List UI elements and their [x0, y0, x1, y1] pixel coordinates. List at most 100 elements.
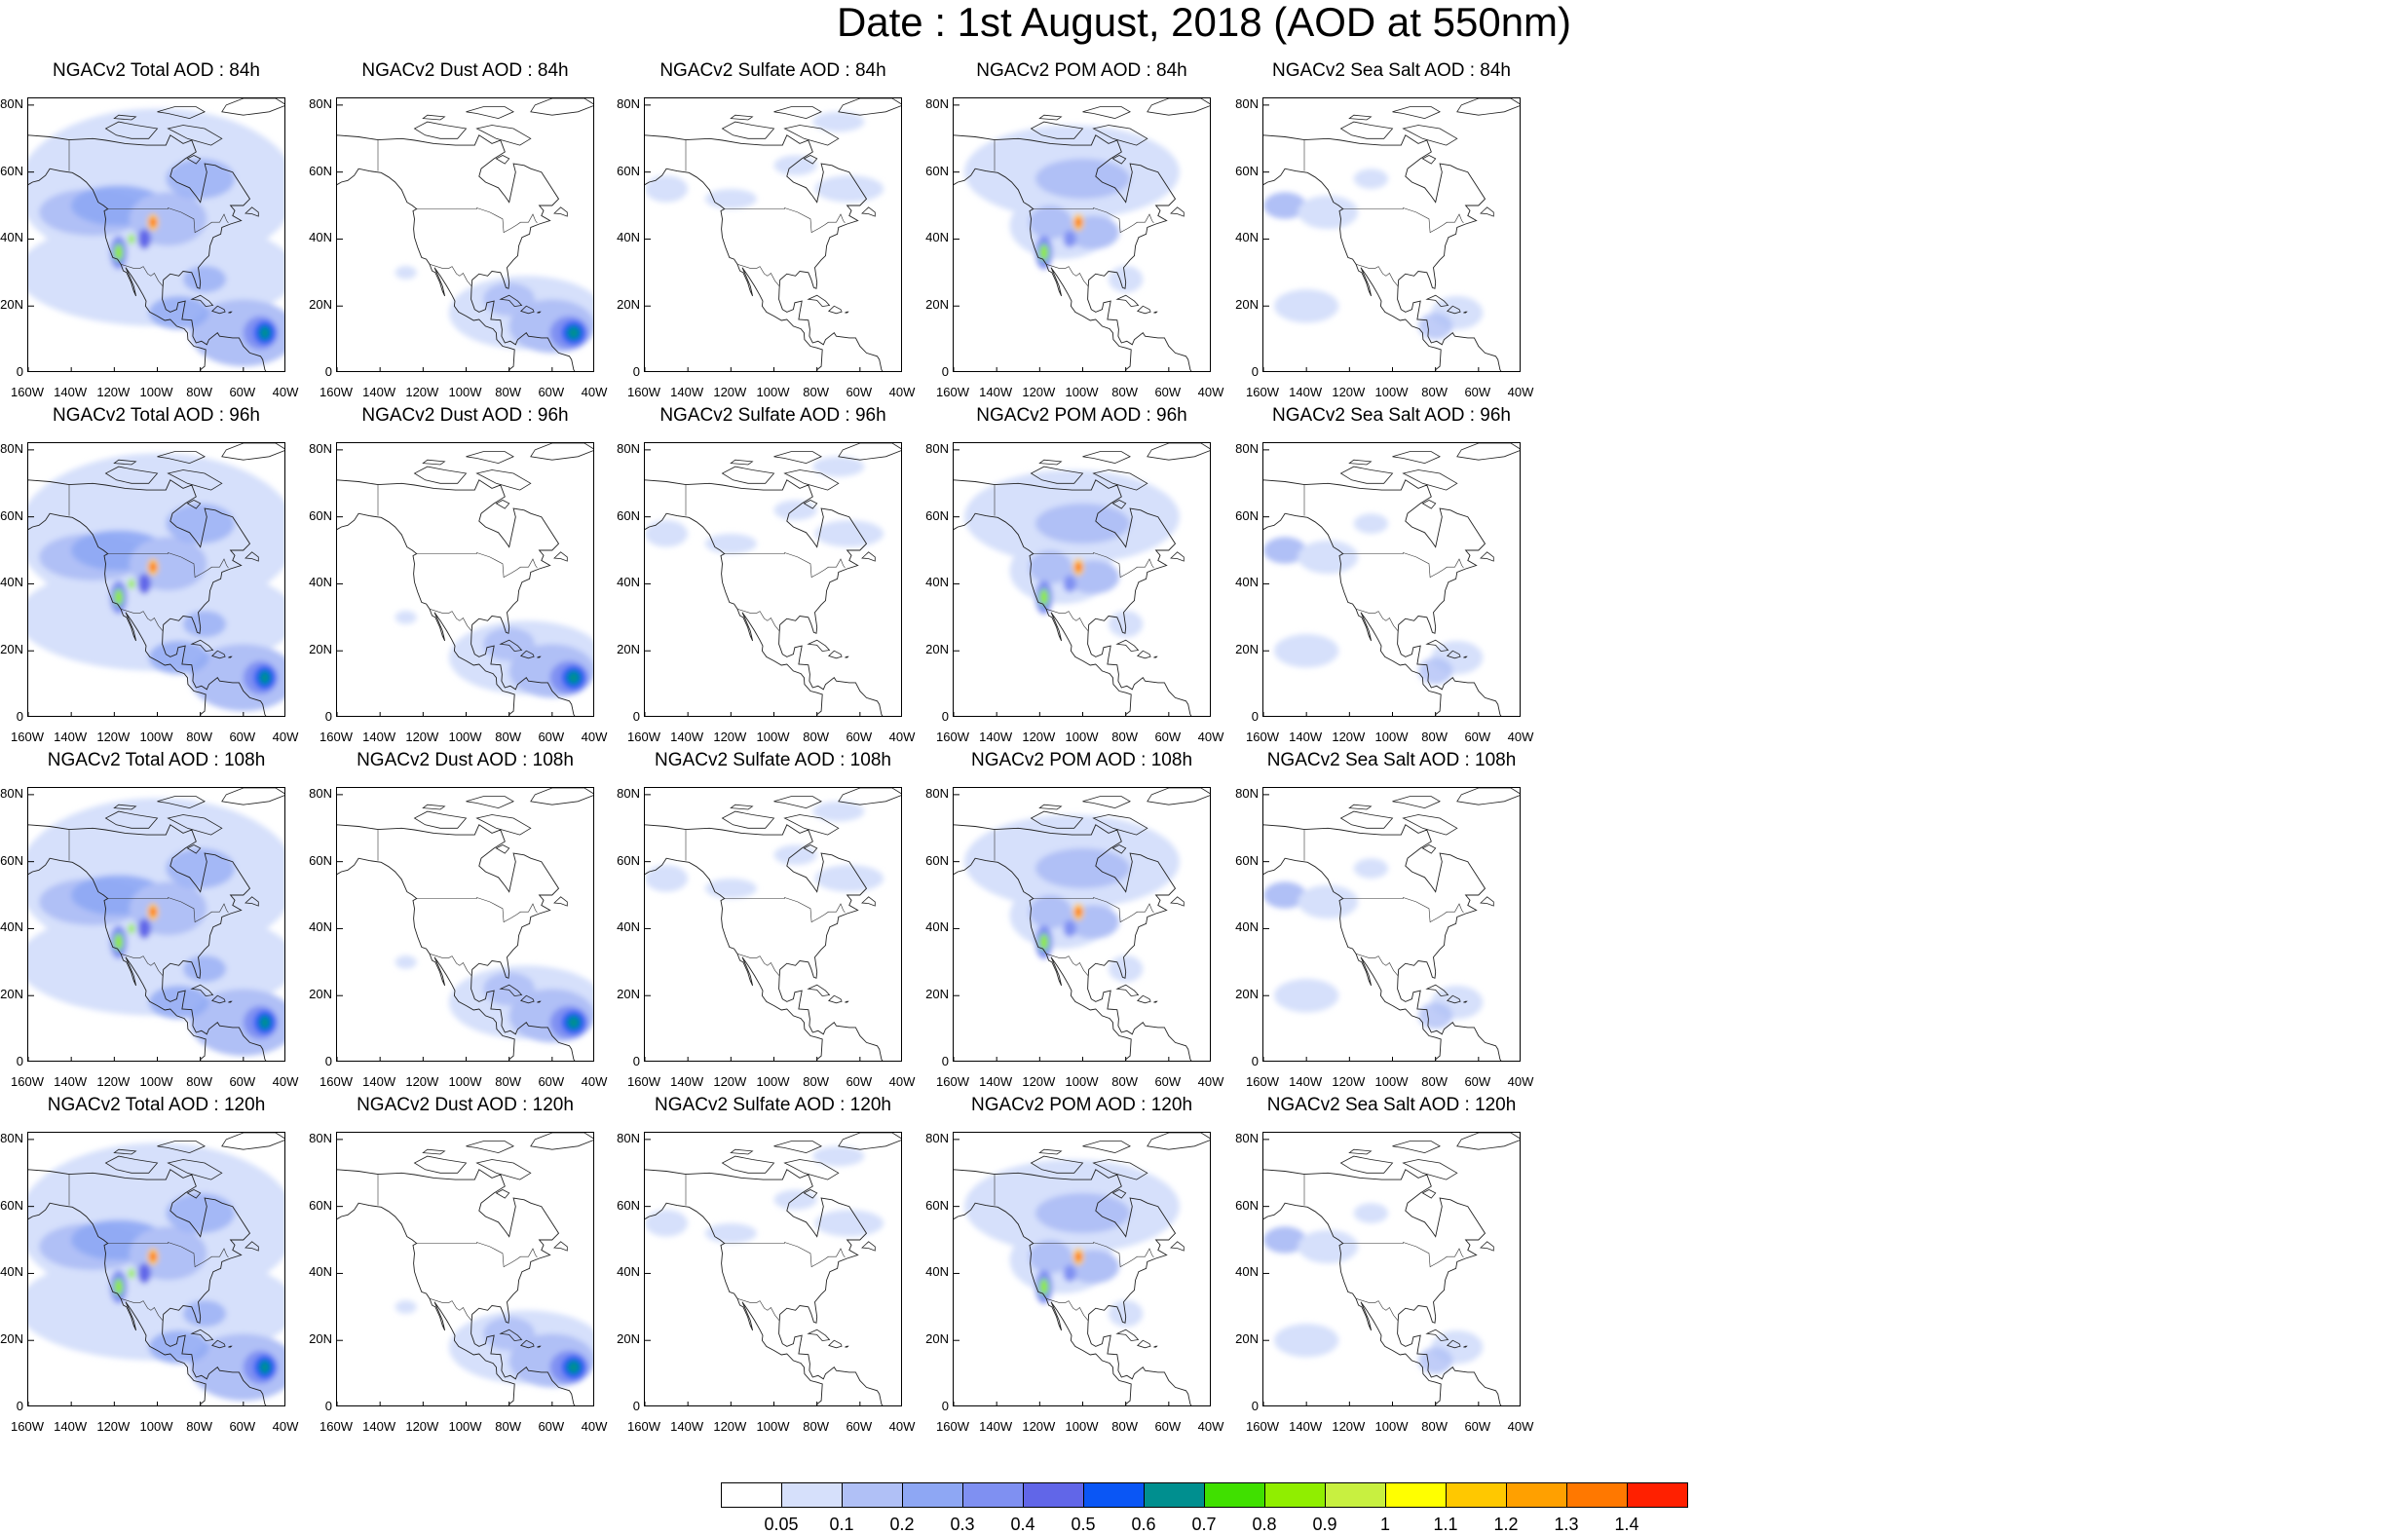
island-outline — [245, 206, 259, 217]
map-plot-area — [336, 442, 594, 717]
aod-field-region — [183, 265, 227, 293]
colorbar-label: 0.2 — [889, 1515, 915, 1534]
y-tick-label: 0 — [941, 364, 949, 379]
y-tick-label: 20N — [617, 297, 640, 313]
x-tick-label: 140W — [362, 1419, 396, 1434]
island-outline — [520, 994, 535, 1004]
map-svg — [954, 788, 1210, 1061]
island-outline — [773, 106, 822, 120]
island-outline — [861, 206, 876, 217]
island-outline — [828, 305, 843, 315]
island-outline — [1111, 844, 1127, 854]
x-tick-label: 120W — [405, 385, 439, 399]
panel-title: NGACv2 Sulfate AOD : 96h — [659, 405, 886, 426]
aod-field-region — [567, 1015, 581, 1030]
island-outline — [1137, 1339, 1151, 1349]
map-svg — [337, 98, 593, 371]
panel-title: NGACv2 Total AOD : 84h — [53, 60, 260, 81]
y-tick-label: 20N — [0, 1331, 23, 1347]
y-tick-label: 40N — [0, 575, 23, 590]
panel-title: NGACv2 Total AOD : 120h — [47, 1095, 266, 1115]
island-outline — [157, 1141, 206, 1154]
x-tick-label: 60W — [1154, 385, 1182, 399]
island-outline — [466, 451, 514, 465]
y-tick-label: 0 — [632, 1054, 640, 1068]
island-outline — [466, 1141, 514, 1154]
map-svg — [28, 443, 284, 716]
x-tick-label: 120W — [96, 385, 131, 399]
map-plot-area — [953, 442, 1211, 717]
y-tick-label: 0 — [632, 709, 640, 724]
y-tick-label: 40N — [1235, 575, 1259, 590]
island-outline — [1480, 896, 1494, 907]
panel-title: NGACv2 Sea Salt AOD : 108h — [1266, 750, 1517, 770]
island-outline — [721, 1155, 775, 1174]
aod-field-region — [704, 1222, 757, 1244]
island-outline — [803, 500, 818, 509]
y-tick-label: 40N — [0, 230, 23, 245]
colorbar-swatch — [902, 1482, 963, 1508]
x-tick-label: 140W — [54, 1074, 88, 1089]
aod-field-region — [645, 520, 689, 547]
x-tick-label: 140W — [1289, 730, 1323, 744]
y-tick-label: 40N — [617, 919, 640, 935]
y-tick-label: 40N — [309, 1264, 332, 1280]
colorbar-label: 0.05 — [764, 1515, 799, 1534]
x-tick-label: 160W — [320, 1074, 353, 1089]
island-outline — [186, 844, 202, 854]
map-svg — [28, 98, 284, 371]
island-outline — [1421, 500, 1437, 509]
island-outline — [783, 125, 840, 146]
y-tick-label: 80N — [1235, 95, 1259, 111]
island-outline — [1463, 311, 1468, 314]
aod-field-region — [1274, 634, 1339, 668]
island-outline — [1170, 896, 1185, 907]
aod-field-region — [395, 955, 417, 969]
panel-title: NGACv2 POM AOD : 84h — [976, 60, 1187, 81]
x-tick-label: 120W — [1332, 730, 1366, 744]
aod-field-region — [773, 500, 817, 521]
coastline — [645, 479, 884, 716]
x-tick-label: 100W — [448, 385, 482, 399]
coastline — [28, 1169, 267, 1405]
x-tick-label: 100W — [448, 1419, 482, 1434]
coastline — [645, 168, 823, 371]
y-tick-label: 60N — [309, 1197, 332, 1213]
island-outline — [167, 1159, 223, 1180]
island-outline — [1092, 469, 1148, 491]
colorbar-swatch — [1385, 1482, 1447, 1508]
x-tick-label: 80W — [186, 385, 213, 399]
island-outline — [828, 994, 843, 1004]
island-outline — [1147, 98, 1210, 116]
island-outline — [104, 810, 159, 829]
x-tick-label: 80W — [1111, 1419, 1139, 1434]
y-tick-label: 80N — [1235, 1130, 1259, 1145]
aod-field-region — [1298, 195, 1359, 230]
x-tick-label: 140W — [670, 1074, 704, 1089]
island-outline — [1082, 106, 1131, 120]
country-border — [429, 263, 472, 287]
island-outline — [1170, 206, 1185, 217]
x-tick-label: 40W — [888, 1074, 916, 1089]
island-outline — [1463, 1345, 1468, 1348]
coastline — [645, 512, 823, 716]
island-outline — [1480, 1241, 1494, 1252]
country-border — [724, 1242, 846, 1268]
y-tick-label: 60N — [309, 852, 332, 868]
coastline — [337, 168, 515, 371]
colorbar-swatch — [781, 1482, 843, 1508]
y-tick-label: 60N — [1235, 163, 1259, 178]
x-tick-label: 160W — [11, 385, 44, 399]
island-outline — [413, 121, 468, 139]
island-outline — [1402, 1159, 1458, 1180]
island-outline — [499, 984, 523, 997]
x-tick-label: 80W — [1111, 1074, 1139, 1089]
y-tick-label: 40N — [309, 230, 332, 245]
x-tick-label: 80W — [1111, 730, 1139, 744]
country-border — [736, 608, 780, 632]
map-plot-area — [1262, 97, 1521, 372]
aod-field-region — [812, 111, 865, 132]
island-outline — [1030, 466, 1084, 484]
x-tick-label: 80W — [1421, 1074, 1449, 1089]
island-outline — [221, 98, 284, 116]
